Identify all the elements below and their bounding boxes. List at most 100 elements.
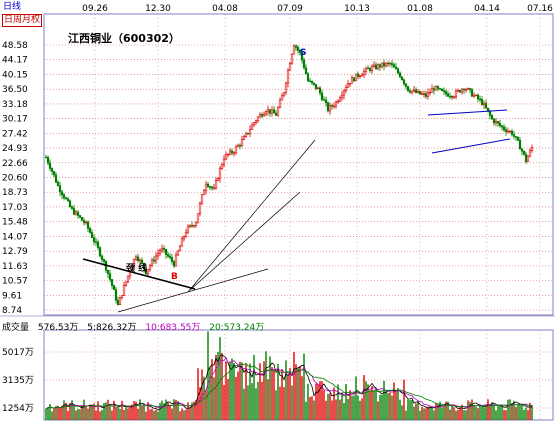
candle [522, 150, 526, 156]
candle [360, 72, 364, 77]
candle [432, 85, 436, 95]
candle-body [140, 259, 144, 264]
x-tick-label: 09.26 [82, 4, 108, 14]
candle [214, 177, 218, 190]
candle [256, 116, 260, 124]
candle [280, 92, 284, 101]
candle [236, 143, 240, 148]
candle-body [494, 121, 498, 124]
candle [348, 83, 352, 87]
candle-body [148, 265, 152, 270]
candle [146, 269, 150, 277]
candle-body [388, 62, 392, 65]
candle [190, 221, 194, 229]
candle [422, 90, 426, 98]
candle-body [354, 73, 358, 82]
candle-body [244, 132, 248, 137]
candle [170, 253, 174, 265]
candle-body [332, 105, 336, 108]
volume-tick-label: 5017万 [2, 348, 34, 358]
x-tick-labels: 09.26 12.30 04.08 07.09 10.13 01.08 04.14 07.16 [82, 4, 553, 14]
trend-lines [82, 109, 511, 313]
candle-body [302, 59, 306, 69]
candle [106, 269, 110, 278]
candle-body [516, 136, 520, 141]
candle-body [316, 87, 320, 90]
candle-body [364, 67, 368, 72]
candle [412, 85, 416, 93]
candle-body [498, 122, 502, 127]
candle [212, 183, 216, 190]
candle-body [262, 113, 266, 117]
candle [312, 82, 316, 87]
y-tick-labels: 48.58 44.17 40.15 36.50 33.18 30.17 27.42 24.93… [2, 41, 28, 316]
candle [154, 252, 158, 265]
candle-body [204, 183, 208, 192]
candle [278, 97, 282, 109]
candle-body [266, 109, 270, 113]
candle-body [306, 73, 310, 82]
candle [368, 67, 372, 73]
candle-body [226, 153, 230, 156]
candle-body [342, 90, 346, 96]
support-line-2 [189, 191, 301, 291]
tab-period-selector[interactable]: 日周月权 [2, 14, 43, 27]
candle-body [86, 221, 90, 229]
candle-body [126, 275, 130, 282]
candle-body [298, 50, 302, 53]
candle-body [52, 171, 56, 176]
candle-body [72, 208, 76, 215]
candle [314, 84, 318, 91]
candle [452, 95, 456, 100]
candle [76, 210, 80, 219]
candle-body [438, 88, 442, 90]
candle [346, 79, 350, 88]
candle [358, 74, 362, 79]
candle [380, 62, 384, 69]
candle [384, 62, 388, 68]
y-tick-label: 14.07 [2, 232, 28, 242]
candle-body [320, 92, 324, 100]
candle-body [492, 118, 496, 124]
candle [468, 88, 472, 94]
candle-body [508, 130, 512, 133]
candle-body [252, 122, 256, 126]
candle-body [310, 80, 314, 84]
y-tick-label: 40.15 [2, 70, 28, 80]
candle [510, 129, 514, 137]
candle [388, 61, 392, 68]
candle-body [486, 107, 490, 112]
candle-body [466, 88, 470, 90]
candle-body [172, 261, 176, 267]
candle-body [420, 93, 424, 95]
candle [60, 189, 64, 200]
candle [230, 148, 234, 156]
candle-body [166, 254, 170, 257]
candle [90, 229, 94, 239]
candle-body [92, 237, 96, 242]
candle [92, 234, 96, 246]
candle [108, 270, 112, 283]
candle-body [336, 100, 340, 103]
candle-body [304, 67, 308, 75]
candle [98, 246, 102, 258]
candle-body [518, 140, 522, 150]
volume-moving-averages [45, 354, 533, 411]
point-b-label: B [171, 272, 178, 282]
candle-body [154, 255, 158, 262]
candle-body [228, 150, 232, 155]
candle [506, 127, 510, 134]
tab-daily[interactable]: 日线 [3, 2, 22, 12]
triangle-upper [427, 109, 508, 116]
candle-body [374, 64, 378, 69]
candle-body [206, 183, 210, 187]
candle [188, 224, 192, 229]
y-tick-label: 15.48 [2, 218, 28, 228]
candle-body [480, 98, 484, 105]
candle [366, 65, 370, 70]
candle [134, 254, 138, 261]
candle [480, 96, 484, 106]
x-tick-label: 10.13 [344, 4, 370, 14]
candle [518, 137, 522, 150]
candle-body [400, 76, 404, 81]
